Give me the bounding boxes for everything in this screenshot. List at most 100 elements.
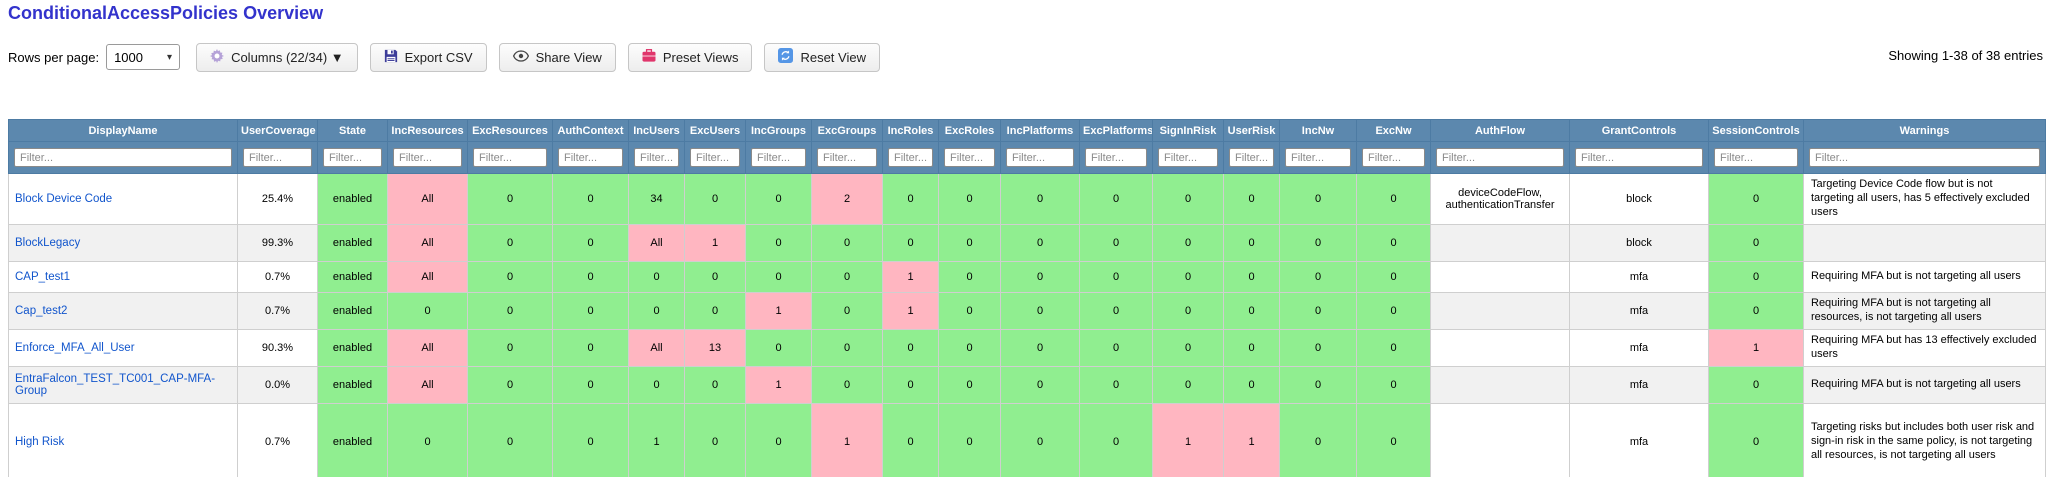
filter-input-grantcontrols[interactable]: [1575, 148, 1703, 167]
share-view-label: Share View: [536, 50, 602, 65]
filter-input-incgroups[interactable]: [751, 148, 806, 167]
column-header-excroles[interactable]: ExcRoles: [939, 120, 1001, 142]
policy-link[interactable]: High Risk: [15, 436, 64, 448]
column-header-incplatforms[interactable]: IncPlatforms: [1001, 120, 1080, 142]
filter-input-excnw[interactable]: [1362, 148, 1425, 167]
export-csv-button[interactable]: Export CSV: [370, 43, 487, 72]
policy-link[interactable]: Block Device Code: [15, 193, 112, 205]
reset-view-label: Reset View: [800, 50, 866, 65]
policy-link[interactable]: BlockLegacy: [15, 237, 80, 249]
column-header-usercoverage[interactable]: UserCoverage: [238, 120, 318, 142]
cell-excusers: 0: [685, 261, 746, 292]
column-header-authflow[interactable]: AuthFlow: [1431, 120, 1570, 142]
cell-authflow: [1431, 292, 1570, 329]
cell-sessioncontrols: 0: [1709, 292, 1804, 329]
cell-userrisk: 0: [1224, 261, 1280, 292]
cell-warnings: Requiring MFA but is not targeting all u…: [1804, 366, 2046, 403]
cell-authcontext: 0: [553, 224, 629, 261]
column-header-excgroups[interactable]: ExcGroups: [812, 120, 883, 142]
cell-warnings: Targeting Device Code flow but is not ta…: [1804, 174, 2046, 225]
policy-link[interactable]: Enforce_MFA_All_User: [15, 342, 135, 354]
column-header-displayname[interactable]: DisplayName: [9, 120, 238, 142]
filter-input-usercoverage[interactable]: [243, 148, 312, 167]
filter-input-incroles[interactable]: [888, 148, 933, 167]
column-header-sessioncontrols[interactable]: SessionControls: [1709, 120, 1804, 142]
page-title: ConditionalAccessPolicies Overview: [8, 2, 2045, 24]
cell-excroles: 0: [939, 366, 1001, 403]
cell-excresources: 0: [468, 261, 553, 292]
filter-input-authcontext[interactable]: [558, 148, 623, 167]
columns-button[interactable]: Columns (22/34) ▼: [196, 43, 358, 72]
filter-cell-incgroups: [746, 142, 812, 174]
reset-view-button[interactable]: Reset View: [764, 43, 880, 72]
cell-excgroups: 0: [812, 366, 883, 403]
filter-input-incusers[interactable]: [634, 148, 679, 167]
column-header-incgroups[interactable]: IncGroups: [746, 120, 812, 142]
policy-link[interactable]: EntraFalcon_TEST_TC001_CAP-MFA-Group: [15, 373, 215, 397]
filter-input-authflow[interactable]: [1436, 148, 1564, 167]
preset-views-button[interactable]: Preset Views: [628, 43, 753, 72]
cell-displayname: Cap_test2: [9, 292, 238, 329]
share-view-button[interactable]: Share View: [499, 43, 616, 72]
filter-input-displayname[interactable]: [14, 148, 232, 167]
cell-warnings: Requiring MFA but is not targeting all r…: [1804, 292, 2046, 329]
filter-input-sessioncontrols[interactable]: [1714, 148, 1798, 167]
export-csv-label: Export CSV: [405, 50, 473, 65]
policy-link[interactable]: CAP_test1: [15, 271, 70, 283]
cell-excplatforms: 0: [1080, 292, 1153, 329]
column-header-incusers[interactable]: IncUsers: [629, 120, 685, 142]
column-header-userrisk[interactable]: UserRisk: [1224, 120, 1280, 142]
cell-incresources: All: [388, 224, 468, 261]
cell-incnw: 0: [1280, 403, 1357, 477]
filter-input-state[interactable]: [323, 148, 382, 167]
cell-incresources: 0: [388, 292, 468, 329]
cell-sessioncontrols: 1: [1709, 329, 1804, 366]
rows-per-page-select[interactable]: 1000 ▾: [106, 44, 180, 70]
cell-sessioncontrols: 0: [1709, 403, 1804, 477]
cell-incgroups: 0: [746, 403, 812, 477]
column-header-excplatforms[interactable]: ExcPlatforms: [1080, 120, 1153, 142]
cell-incplatforms: 0: [1001, 366, 1080, 403]
cell-excplatforms: 0: [1080, 224, 1153, 261]
cell-excroles: 0: [939, 224, 1001, 261]
filter-input-incnw[interactable]: [1285, 148, 1351, 167]
filter-input-excresources[interactable]: [473, 148, 547, 167]
column-header-excnw[interactable]: ExcNw: [1357, 120, 1431, 142]
cell-incnw: 0: [1280, 329, 1357, 366]
filter-cell-userrisk: [1224, 142, 1280, 174]
filter-input-incplatforms[interactable]: [1006, 148, 1074, 167]
cell-incresources: All: [388, 261, 468, 292]
filter-input-excgroups[interactable]: [817, 148, 877, 167]
cell-incresources: All: [388, 366, 468, 403]
filter-input-excroles[interactable]: [944, 148, 995, 167]
column-header-excresources[interactable]: ExcResources: [468, 120, 553, 142]
cell-sessioncontrols: 0: [1709, 224, 1804, 261]
filter-input-excusers[interactable]: [690, 148, 740, 167]
column-header-state[interactable]: State: [318, 120, 388, 142]
cell-authcontext: 0: [553, 403, 629, 477]
column-header-warnings[interactable]: Warnings: [1804, 120, 2046, 142]
cell-state: enabled: [318, 329, 388, 366]
filter-input-excplatforms[interactable]: [1085, 148, 1147, 167]
column-header-incresources[interactable]: IncResources: [388, 120, 468, 142]
column-header-incnw[interactable]: IncNw: [1280, 120, 1357, 142]
table-row: EntraFalcon_TEST_TC001_CAP-MFA-Group0.0%…: [9, 366, 2046, 403]
column-header-excusers[interactable]: ExcUsers: [685, 120, 746, 142]
cell-displayname: EntraFalcon_TEST_TC001_CAP-MFA-Group: [9, 366, 238, 403]
cell-incresources: All: [388, 174, 468, 225]
filter-input-warnings[interactable]: [1809, 148, 2040, 167]
cell-incusers: 0: [629, 261, 685, 292]
cell-excresources: 0: [468, 329, 553, 366]
policy-link[interactable]: Cap_test2: [15, 305, 67, 317]
filter-input-signinrisk[interactable]: [1158, 148, 1218, 167]
filter-cell-excplatforms: [1080, 142, 1153, 174]
column-header-incroles[interactable]: IncRoles: [883, 120, 939, 142]
cell-grantcontrols: block: [1570, 224, 1709, 261]
column-header-grantcontrols[interactable]: GrantControls: [1570, 120, 1709, 142]
briefcase-icon: [642, 49, 656, 65]
filter-input-userrisk[interactable]: [1229, 148, 1274, 167]
column-header-authcontext[interactable]: AuthContext: [553, 120, 629, 142]
column-header-signinrisk[interactable]: SignInRisk: [1153, 120, 1224, 142]
chevron-down-icon: ▾: [167, 52, 172, 63]
filter-input-incresources[interactable]: [393, 148, 462, 167]
